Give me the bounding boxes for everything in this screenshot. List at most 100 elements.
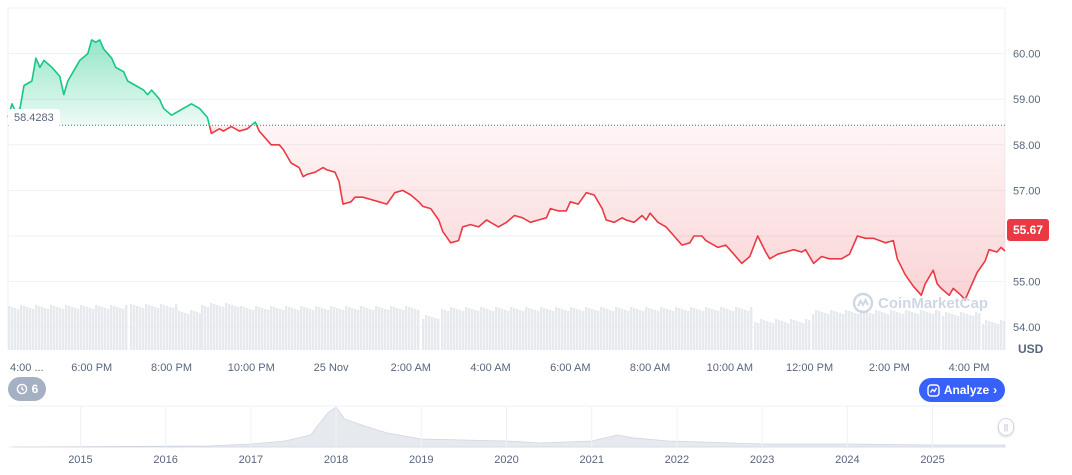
volume-bar: [833, 311, 836, 350]
volume-bar: [881, 312, 884, 350]
volume-bar: [456, 309, 459, 350]
volume-bar: [747, 311, 750, 350]
volume-bar: [857, 314, 860, 350]
volume-bar: [766, 321, 769, 350]
volume-bar: [669, 310, 672, 350]
volume-bar: [738, 308, 741, 350]
volume-bar: [471, 309, 474, 350]
volume-bar: [396, 308, 399, 350]
volume-bar: [375, 306, 378, 350]
volume-bar: [827, 314, 830, 350]
volume-bar: [14, 308, 17, 350]
volume-bar: [723, 308, 726, 350]
volume-bar: [166, 306, 169, 350]
volume-bar: [405, 306, 408, 350]
volume-bar: [966, 314, 969, 350]
volume-bar: [757, 323, 760, 350]
volume-bar: [11, 307, 14, 350]
volume-bar: [994, 323, 997, 350]
overview-x-tick-label: 2022: [665, 454, 689, 466]
volume-bar: [62, 309, 65, 350]
volume-bar: [830, 310, 833, 350]
volume-bar: [507, 311, 510, 350]
volume-bar: [802, 323, 805, 350]
volume-bar: [441, 309, 444, 350]
overview-x-tick-label: 2016: [153, 454, 177, 466]
volume-bar: [714, 310, 717, 350]
volume-bar: [567, 311, 570, 350]
coinmarketcap-logo-icon: [852, 292, 874, 314]
volume-bar: [369, 309, 372, 350]
volume-bar: [122, 309, 125, 350]
volume-bar: [434, 318, 437, 350]
volume-bar: [793, 320, 796, 350]
volume-bar: [110, 305, 113, 350]
volume-bar: [845, 310, 848, 350]
volume-bar: [366, 308, 369, 350]
volume-bar: [47, 309, 50, 350]
volume-bar: [86, 307, 89, 350]
volume-bar: [854, 313, 857, 350]
volume-bar: [781, 321, 784, 350]
overview-x-tick-label: 2025: [920, 454, 944, 466]
volume-bar: [744, 310, 747, 350]
volume-bar: [184, 313, 187, 350]
x-tick-label: 6:00 AM: [550, 362, 590, 374]
range-scroll-handle[interactable]: ||: [998, 418, 1014, 436]
volume-bar: [330, 306, 333, 350]
volume-bar: [59, 308, 62, 350]
volume-bar: [546, 309, 549, 350]
volume-bar: [312, 310, 315, 350]
volume-bar: [729, 310, 732, 350]
volume-bar: [790, 319, 793, 350]
analyze-button[interactable]: Analyze ›: [919, 378, 1005, 402]
volume-bar: [8, 306, 11, 350]
volume-bar: [573, 308, 576, 350]
volume-bar: [116, 307, 119, 350]
volume-bar: [860, 310, 863, 350]
volume-bar: [444, 310, 447, 350]
overview-x-tick-label: 2024: [835, 454, 859, 466]
price-area-down: [256, 125, 1005, 300]
volume-bar: [654, 310, 657, 350]
volume-bar: [525, 307, 528, 350]
volume-bar: [954, 315, 957, 350]
volume-bar: [318, 307, 321, 350]
history-button[interactable]: 6: [8, 377, 46, 401]
volume-bar: [923, 311, 926, 350]
volume-bar: [609, 310, 612, 350]
volume-bar: [702, 311, 705, 350]
volume-bar: [872, 314, 875, 350]
volume-bar: [89, 308, 92, 350]
volume-bar: [336, 308, 339, 350]
volume-bar: [681, 309, 684, 350]
volume-bar: [975, 312, 978, 350]
volume-bar: [726, 309, 729, 350]
volume-bar: [775, 319, 778, 350]
volume-bar: [501, 309, 504, 350]
volume-bar: [878, 311, 881, 350]
volume-bar: [672, 311, 675, 350]
volume-bar: [243, 307, 246, 350]
volume-bar: [77, 309, 80, 350]
volume-bar: [447, 311, 450, 350]
volume-bar: [201, 305, 204, 350]
volume-bar: [327, 310, 330, 350]
volume-bar: [26, 307, 29, 350]
volume-bar: [489, 310, 492, 350]
volume-bar: [169, 307, 172, 350]
volume-bar: [425, 315, 428, 350]
volume-bar: [342, 310, 345, 350]
volume-bar: [136, 306, 139, 350]
x-tick-label: 4:00 AM: [470, 362, 510, 374]
price-line-down: [255, 124, 1006, 301]
volume-bar: [982, 324, 985, 350]
volume-bar: [234, 306, 237, 350]
volume-bar: [258, 307, 261, 350]
volume-bar: [157, 308, 160, 350]
volume-bar: [390, 306, 393, 350]
volume-bar: [997, 324, 1000, 350]
volume-bar: [630, 307, 633, 350]
